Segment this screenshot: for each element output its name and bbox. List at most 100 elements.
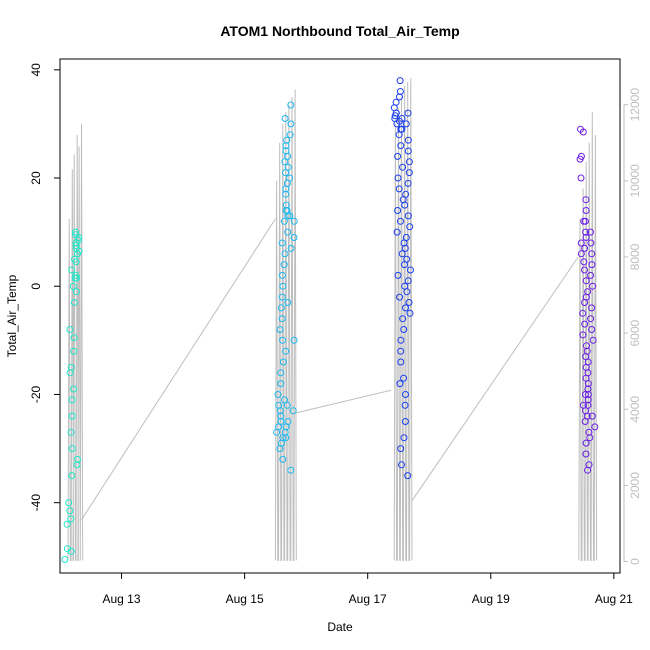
data-point bbox=[395, 131, 403, 139]
data-point bbox=[588, 261, 596, 269]
data-point bbox=[407, 266, 414, 274]
altitude-transit-line bbox=[294, 389, 392, 414]
data-point bbox=[290, 217, 298, 225]
y2-tick-label: 6000 bbox=[628, 319, 642, 346]
data-point bbox=[282, 434, 290, 442]
data-point bbox=[394, 152, 402, 160]
data-point bbox=[70, 334, 78, 342]
data-point bbox=[399, 315, 407, 323]
data-point bbox=[577, 250, 585, 258]
data-point bbox=[402, 120, 410, 128]
data-point bbox=[68, 472, 76, 480]
data-point bbox=[287, 101, 295, 109]
data-point bbox=[582, 439, 590, 447]
data-point bbox=[68, 396, 76, 404]
data-point bbox=[278, 271, 286, 279]
data-point bbox=[396, 93, 403, 101]
x-tick-label: Aug 21 bbox=[595, 592, 633, 606]
data-point bbox=[398, 125, 406, 133]
data-point bbox=[587, 271, 594, 279]
data-point bbox=[404, 147, 412, 155]
data-point bbox=[287, 244, 295, 252]
y2-tick-label: 10000 bbox=[628, 164, 642, 198]
data-point bbox=[282, 190, 290, 198]
data-point bbox=[398, 250, 406, 258]
y2-tick-label: 2000 bbox=[628, 472, 642, 499]
y2-tick-label: 0 bbox=[628, 558, 642, 565]
data-point bbox=[290, 234, 298, 241]
data-point bbox=[283, 207, 291, 214]
data-point bbox=[582, 450, 590, 458]
data-point bbox=[73, 461, 81, 469]
data-point bbox=[581, 217, 589, 225]
data-point bbox=[67, 515, 75, 523]
data-point bbox=[280, 261, 288, 269]
data-point bbox=[282, 169, 289, 177]
y-axis: -40 -20 0 20 40 bbox=[29, 63, 60, 511]
data-point bbox=[394, 271, 402, 279]
data-point bbox=[284, 163, 292, 171]
altitude-profile-line bbox=[393, 77, 413, 561]
x-tick-label: Aug 13 bbox=[103, 592, 141, 606]
data-point bbox=[588, 412, 596, 420]
data-point bbox=[278, 315, 286, 323]
data-point bbox=[399, 163, 407, 171]
data-point bbox=[289, 407, 297, 415]
x-tick-label: Aug 15 bbox=[226, 592, 264, 606]
y-axis-label: Total_Air_Temp bbox=[5, 274, 19, 357]
data-point bbox=[395, 185, 403, 193]
data-point bbox=[396, 77, 404, 85]
data-point bbox=[589, 336, 597, 344]
data-point bbox=[582, 228, 590, 236]
data-point bbox=[400, 374, 408, 382]
data-point bbox=[284, 228, 292, 236]
data-point bbox=[580, 258, 588, 266]
data-point bbox=[405, 169, 413, 177]
data-point bbox=[577, 239, 585, 247]
data-point bbox=[584, 396, 592, 404]
data-point bbox=[277, 369, 285, 377]
data-point bbox=[72, 231, 79, 239]
data-point bbox=[587, 315, 595, 323]
data-point bbox=[588, 304, 596, 312]
data-point bbox=[66, 507, 74, 515]
x-axis: Aug 13 Aug 15 Aug 17 Aug 19 Aug 21 bbox=[103, 573, 633, 606]
data-point bbox=[591, 423, 599, 431]
data-point bbox=[277, 380, 285, 388]
data-point bbox=[280, 217, 288, 225]
data-point bbox=[582, 196, 590, 204]
data-point bbox=[283, 401, 291, 409]
data-point bbox=[588, 250, 596, 258]
altitude-profile-line bbox=[274, 89, 297, 561]
data-point bbox=[281, 115, 289, 122]
data-point bbox=[576, 155, 584, 163]
altitude-series bbox=[67, 77, 598, 561]
data-point bbox=[282, 423, 290, 431]
y2-tick-label: 8000 bbox=[628, 243, 642, 270]
data-point bbox=[70, 347, 78, 355]
data-point bbox=[279, 455, 287, 463]
data-point bbox=[276, 326, 284, 333]
data-point bbox=[279, 282, 287, 290]
data-point bbox=[581, 320, 589, 328]
data-point bbox=[584, 380, 592, 388]
data-point bbox=[403, 288, 411, 296]
data-point bbox=[69, 282, 77, 290]
data-point bbox=[284, 299, 292, 306]
data-point bbox=[581, 391, 589, 398]
y-tick-label: 40 bbox=[29, 63, 43, 77]
data-point bbox=[581, 418, 589, 425]
data-point bbox=[397, 347, 405, 355]
data-point bbox=[71, 274, 79, 282]
data-point bbox=[589, 282, 597, 290]
data-point bbox=[393, 120, 401, 128]
x-tick-label: Aug 17 bbox=[349, 592, 387, 606]
data-point bbox=[68, 445, 76, 453]
data-point bbox=[397, 445, 405, 453]
data-point bbox=[281, 158, 289, 166]
data-point bbox=[67, 428, 75, 436]
data-point bbox=[282, 147, 290, 155]
y2-axis: 0 2000 4000 6000 8000 10000 12000 bbox=[623, 88, 642, 565]
data-point bbox=[583, 347, 591, 355]
